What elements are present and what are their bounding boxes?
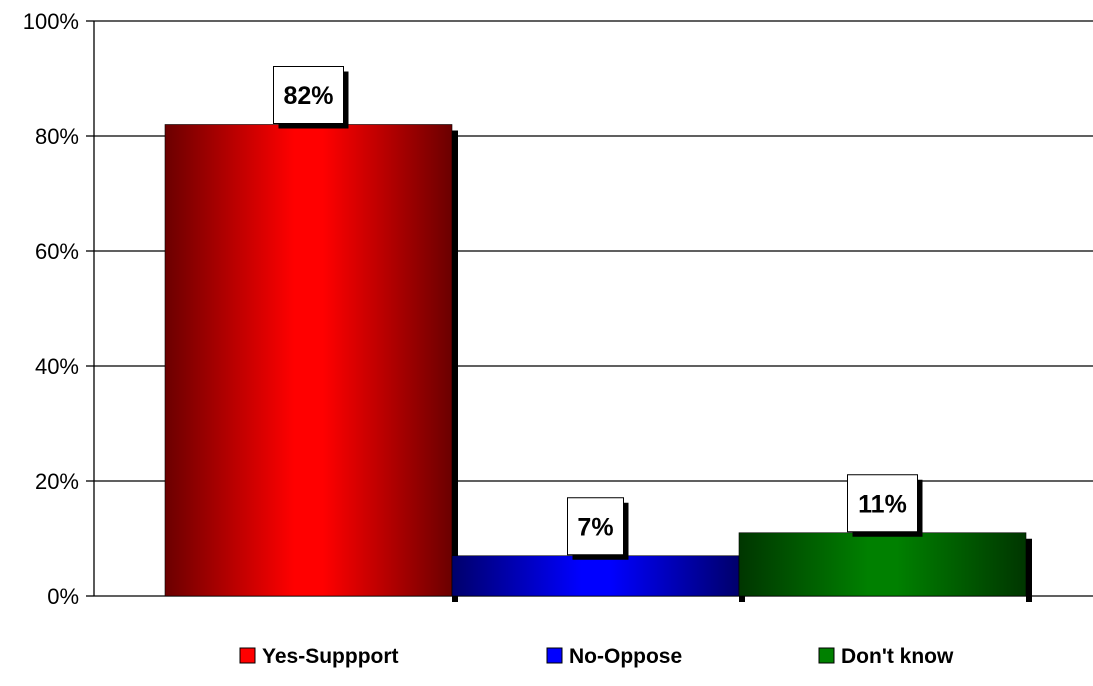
bar — [451, 555, 740, 597]
data-labels: 82% 7% 11% — [273, 66, 923, 560]
data-label-box — [567, 497, 624, 556]
bar-shadow — [452, 130, 458, 602]
bar — [164, 124, 453, 597]
legend-entry: Yes-Suppport — [262, 645, 399, 668]
legend-entry: No-Oppose — [569, 645, 682, 668]
y-tick-label: 80% — [35, 124, 79, 149]
bars — [164, 124, 1032, 602]
y-tick-label: 60% — [35, 239, 79, 264]
data-label: 11% — [858, 490, 907, 518]
data-label-box — [847, 474, 918, 533]
bar — [738, 532, 1027, 597]
legend-swatch — [546, 647, 563, 664]
data-label-box — [273, 66, 344, 124]
data-label: 82% — [283, 82, 333, 110]
y-tick-label: 0% — [47, 584, 79, 609]
data-label: 7% — [577, 513, 613, 541]
legend-swatch — [239, 647, 256, 664]
legend-swatch — [818, 647, 835, 664]
legend-entry: Don't know — [841, 645, 954, 668]
y-tick-label: 20% — [35, 469, 79, 494]
y-axis: 0% 20% 40% 60% 80% 100% — [23, 9, 95, 609]
bar-shadow — [1026, 538, 1032, 602]
y-tick-label: 40% — [35, 354, 79, 379]
legend: Yes-Suppport No-Oppose Don't know — [239, 645, 954, 668]
y-tick-label: 100% — [23, 9, 79, 34]
